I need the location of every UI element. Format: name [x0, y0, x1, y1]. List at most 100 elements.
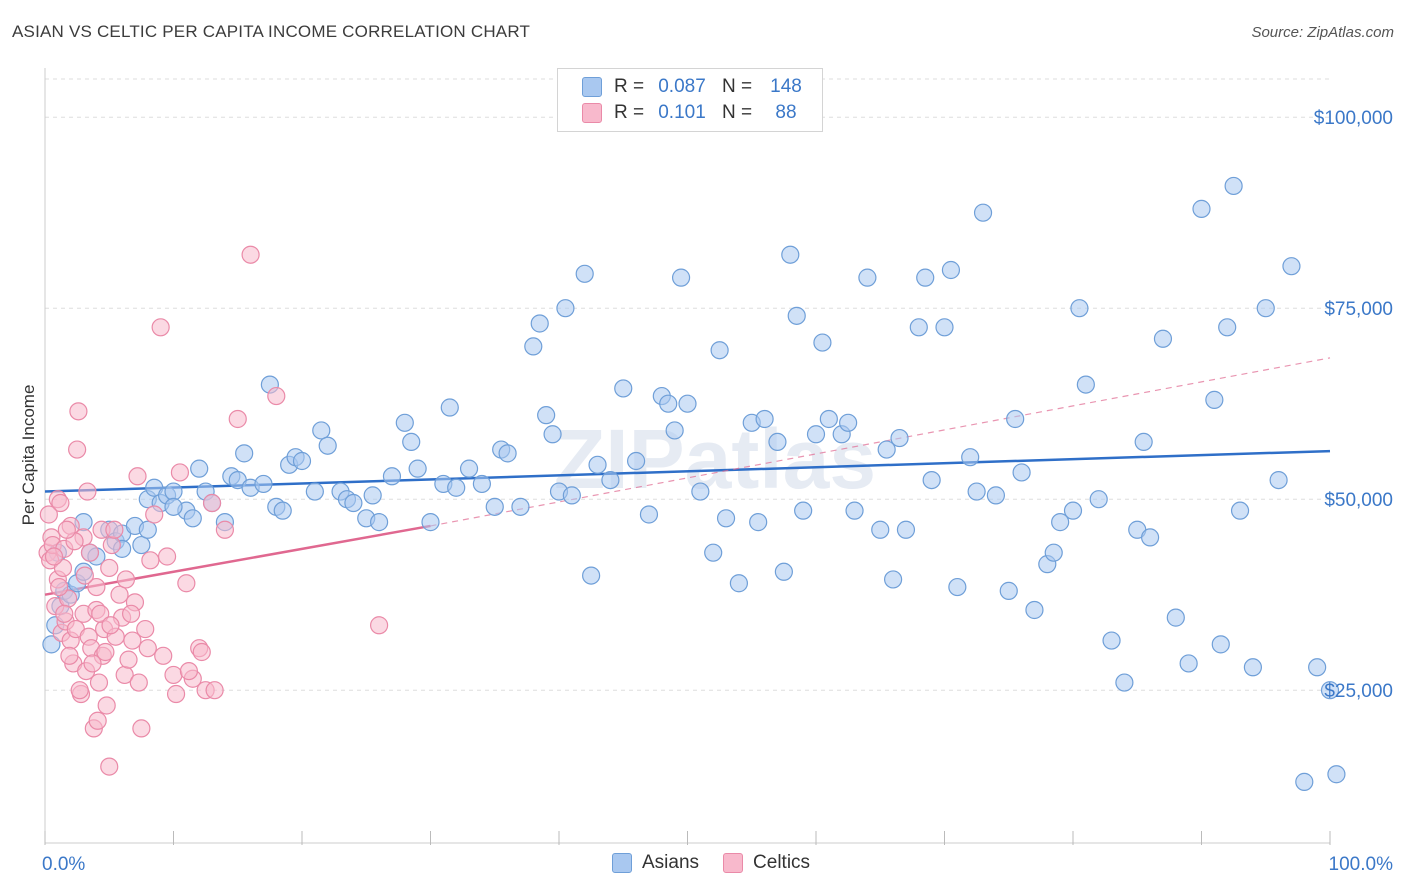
data-point	[105, 520, 124, 539]
data-point	[39, 505, 58, 524]
data-point	[69, 402, 88, 421]
x-tick-label-min: 0.0%	[42, 854, 85, 875]
n-label: N =	[722, 76, 753, 97]
n-value: 148	[770, 76, 802, 97]
data-point	[60, 646, 79, 665]
data-point	[70, 681, 89, 700]
data-point	[1327, 765, 1346, 784]
data-point	[132, 535, 151, 555]
data-point	[1070, 299, 1089, 318]
data-point	[704, 543, 723, 562]
data-point	[273, 501, 292, 520]
trend-line-celtics	[44, 524, 431, 596]
data-point	[80, 543, 100, 562]
r-label: R =	[614, 102, 645, 123]
y-tick-label: $50,000	[1324, 490, 1393, 511]
data-point	[177, 574, 196, 593]
data-point	[485, 497, 504, 516]
data-point	[192, 642, 211, 662]
data-point	[166, 684, 186, 704]
data-point	[344, 493, 363, 513]
data-point	[1205, 390, 1224, 409]
data-point	[100, 558, 119, 578]
celtics-legend-swatch	[723, 853, 744, 873]
data-point	[883, 570, 903, 589]
data-point	[511, 497, 530, 516]
data-point	[121, 604, 141, 623]
data-point	[524, 337, 543, 356]
y-tick-label: $75,000	[1324, 299, 1393, 320]
data-point	[164, 665, 183, 685]
asians-swatch	[582, 77, 602, 97]
stats-legend-row-celtics: R = 0.101 N = 88	[582, 100, 810, 126]
data-point	[179, 661, 199, 681]
data-point	[1076, 375, 1095, 394]
data-point	[1192, 199, 1211, 218]
y-axis-label: Per Capita Income	[19, 385, 38, 526]
data-point	[1044, 543, 1063, 562]
data-point	[1295, 772, 1314, 791]
data-point	[101, 616, 120, 635]
data-point	[138, 639, 157, 658]
data-point	[749, 513, 768, 532]
n-value: 88	[775, 102, 797, 123]
legend-item-celtics: Celtics	[723, 852, 810, 874]
data-point	[543, 425, 562, 444]
data-point	[537, 406, 556, 425]
data-point	[57, 520, 76, 539]
asians-legend-swatch	[612, 853, 632, 873]
data-point	[582, 566, 601, 585]
data-point	[1179, 654, 1198, 673]
data-point	[202, 493, 222, 513]
data-point	[138, 520, 157, 539]
data-point	[87, 577, 106, 597]
data-point	[498, 444, 517, 463]
data-point	[1211, 635, 1230, 654]
data-point	[999, 581, 1018, 600]
data-point	[1218, 318, 1237, 337]
data-point	[228, 409, 247, 429]
data-point	[370, 513, 389, 532]
data-point	[1134, 432, 1153, 451]
series-asians	[42, 176, 1346, 791]
data-point	[626, 451, 646, 471]
data-point	[459, 459, 479, 478]
data-point	[768, 432, 787, 451]
data-point	[922, 471, 941, 490]
data-point	[1006, 409, 1025, 429]
data-point	[948, 577, 967, 597]
data-point	[42, 635, 61, 654]
source-credit: Source: ZipAtlas.com	[1251, 24, 1394, 41]
data-point	[787, 306, 806, 325]
stats-legend-row-asians: R = 0.087 N = 148	[582, 74, 810, 100]
data-point	[1102, 631, 1121, 650]
data-point	[562, 486, 581, 505]
data-point	[871, 520, 890, 539]
chart-title: ASIAN VS CELTIC PER CAPITA INCOME CORREL…	[12, 22, 531, 41]
data-point	[1025, 600, 1044, 620]
data-point	[421, 513, 440, 532]
legend-label: Celtics	[753, 852, 811, 873]
axes	[44, 68, 1331, 845]
data-point	[1308, 658, 1327, 677]
data-point	[909, 318, 928, 337]
data-point	[710, 341, 729, 360]
data-point	[97, 696, 116, 715]
data-point	[408, 459, 427, 478]
data-point	[50, 577, 69, 597]
data-point	[1063, 501, 1083, 520]
data-point	[102, 535, 121, 555]
data-point	[89, 673, 109, 692]
data-point	[588, 455, 607, 474]
data-point	[986, 486, 1006, 505]
data-point	[363, 486, 382, 505]
data-point	[267, 386, 286, 406]
x-tick-label-max: 100.0%	[1329, 854, 1394, 875]
data-point	[601, 471, 620, 490]
data-point	[292, 451, 312, 471]
data-point	[1320, 681, 1340, 700]
data-point	[1282, 257, 1301, 276]
data-point	[116, 570, 136, 589]
data-point	[141, 551, 160, 570]
data-point	[691, 482, 710, 501]
